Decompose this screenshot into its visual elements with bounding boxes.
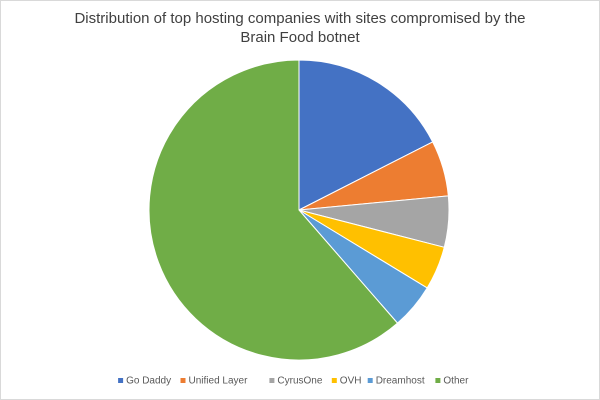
legend-label: Dreamhost [376, 376, 425, 387]
legend-swatch [269, 378, 275, 383]
legend-swatch [367, 378, 373, 383]
pie-slice [148, 59, 399, 361]
legend-label: CyrusOne [277, 376, 322, 387]
legend-swatch [435, 378, 441, 383]
legend-label: OVH [340, 376, 362, 387]
legend-label: Other [443, 376, 469, 387]
legend-label: Unified Layer [189, 376, 249, 387]
chart-title: Brain Food botnet [240, 29, 360, 46]
chart-title: Distribution of top hosting companies wi… [74, 10, 525, 27]
legend-swatch [180, 378, 186, 383]
legend-swatch [118, 378, 124, 383]
legend-swatch [331, 378, 337, 383]
pie-slice [298, 59, 434, 211]
legend-label: Go Daddy [126, 376, 171, 387]
